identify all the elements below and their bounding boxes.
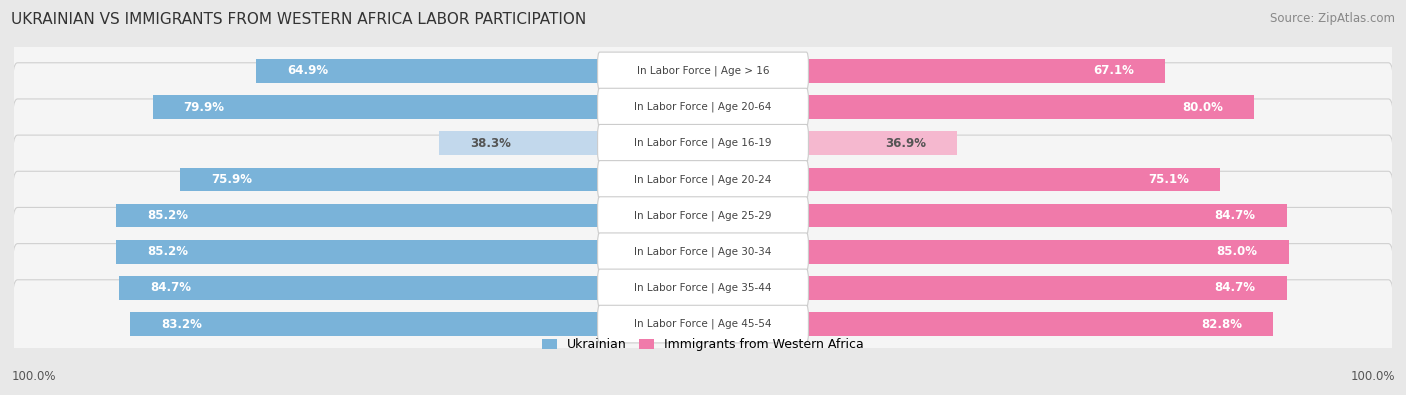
Text: In Labor Force | Age 20-64: In Labor Force | Age 20-64 xyxy=(634,102,772,112)
Text: In Labor Force | Age 30-34: In Labor Force | Age 30-34 xyxy=(634,246,772,257)
Bar xyxy=(120,276,703,300)
Text: Source: ZipAtlas.com: Source: ZipAtlas.com xyxy=(1270,12,1395,25)
Bar xyxy=(703,276,1286,300)
Bar xyxy=(439,132,703,155)
FancyBboxPatch shape xyxy=(13,244,1393,332)
Text: 83.2%: 83.2% xyxy=(160,318,201,331)
Bar xyxy=(703,240,1289,263)
Bar xyxy=(703,59,1166,83)
Bar xyxy=(117,204,703,228)
FancyBboxPatch shape xyxy=(13,207,1393,296)
FancyBboxPatch shape xyxy=(13,280,1393,369)
Text: 67.1%: 67.1% xyxy=(1094,64,1135,77)
Text: 84.7%: 84.7% xyxy=(150,281,191,294)
FancyBboxPatch shape xyxy=(598,233,808,271)
FancyBboxPatch shape xyxy=(598,161,808,198)
FancyBboxPatch shape xyxy=(13,26,1393,115)
Text: 75.9%: 75.9% xyxy=(211,173,252,186)
FancyBboxPatch shape xyxy=(598,88,808,126)
FancyBboxPatch shape xyxy=(13,63,1393,151)
Text: UKRAINIAN VS IMMIGRANTS FROM WESTERN AFRICA LABOR PARTICIPATION: UKRAINIAN VS IMMIGRANTS FROM WESTERN AFR… xyxy=(11,12,586,27)
Bar xyxy=(180,167,703,191)
Text: 79.9%: 79.9% xyxy=(184,101,225,114)
Text: In Labor Force | Age 20-24: In Labor Force | Age 20-24 xyxy=(634,174,772,185)
FancyBboxPatch shape xyxy=(13,171,1393,260)
Text: 85.0%: 85.0% xyxy=(1216,245,1257,258)
Bar xyxy=(703,132,957,155)
Bar xyxy=(703,167,1220,191)
Bar xyxy=(256,59,703,83)
Text: In Labor Force | Age 35-44: In Labor Force | Age 35-44 xyxy=(634,283,772,293)
Text: 84.7%: 84.7% xyxy=(1215,209,1256,222)
FancyBboxPatch shape xyxy=(598,124,808,162)
Text: 84.7%: 84.7% xyxy=(1215,281,1256,294)
Text: 85.2%: 85.2% xyxy=(148,209,188,222)
Bar xyxy=(129,312,703,336)
FancyBboxPatch shape xyxy=(598,197,808,234)
Bar xyxy=(117,240,703,263)
Text: 64.9%: 64.9% xyxy=(287,64,328,77)
Bar xyxy=(152,95,703,119)
FancyBboxPatch shape xyxy=(13,99,1393,188)
Text: 100.0%: 100.0% xyxy=(11,370,56,383)
Text: 80.0%: 80.0% xyxy=(1182,101,1223,114)
Bar xyxy=(703,312,1274,336)
Text: 82.8%: 82.8% xyxy=(1202,318,1243,331)
Text: 75.1%: 75.1% xyxy=(1149,173,1189,186)
FancyBboxPatch shape xyxy=(598,305,808,343)
Text: 36.9%: 36.9% xyxy=(886,137,927,150)
FancyBboxPatch shape xyxy=(598,269,808,307)
FancyBboxPatch shape xyxy=(598,52,808,90)
Text: 100.0%: 100.0% xyxy=(1350,370,1395,383)
Text: In Labor Force | Age 25-29: In Labor Force | Age 25-29 xyxy=(634,210,772,221)
Bar xyxy=(703,95,1254,119)
Bar xyxy=(703,204,1286,228)
Text: In Labor Force | Age > 16: In Labor Force | Age > 16 xyxy=(637,66,769,76)
Text: 85.2%: 85.2% xyxy=(148,245,188,258)
Text: In Labor Force | Age 45-54: In Labor Force | Age 45-54 xyxy=(634,319,772,329)
Text: In Labor Force | Age 16-19: In Labor Force | Age 16-19 xyxy=(634,138,772,149)
Text: 38.3%: 38.3% xyxy=(470,137,510,150)
Legend: Ukrainian, Immigrants from Western Africa: Ukrainian, Immigrants from Western Afric… xyxy=(537,333,869,356)
FancyBboxPatch shape xyxy=(13,135,1393,224)
